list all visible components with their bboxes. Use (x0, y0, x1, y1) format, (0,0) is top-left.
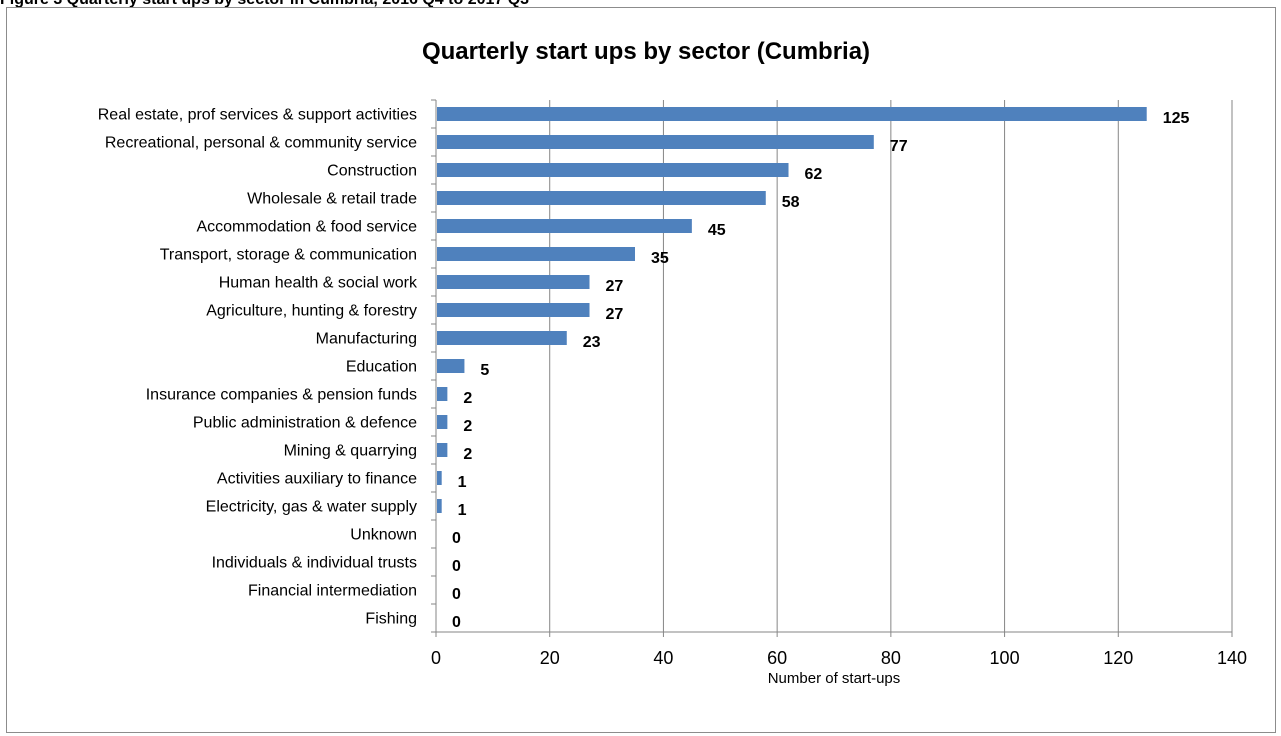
value-label: 1 (458, 502, 467, 519)
value-label: 27 (606, 278, 624, 295)
category-label: Transport, storage & communication (160, 247, 417, 264)
chart-title: Quarterly start ups by sector (Cumbria) (422, 38, 870, 65)
category-label: Activities auxiliary to finance (217, 471, 417, 488)
grid-lines (549, 100, 1233, 632)
bar (437, 191, 766, 205)
x-tick-label: 80 (881, 648, 901, 668)
bar (437, 415, 448, 429)
value-label: 45 (708, 222, 726, 239)
axes (431, 99, 1233, 637)
chart-frame: Quarterly start ups by sector (Cumbria) … (6, 7, 1276, 733)
figure-header: Figure 3 Quarterly start ups by sector i… (0, 0, 1281, 11)
value-label: 1 (458, 474, 467, 491)
value-label: 5 (480, 362, 489, 379)
category-label: Wholesale & retail trade (247, 191, 417, 208)
bar (437, 303, 590, 317)
value-label: 0 (452, 586, 461, 603)
x-tick-label: 60 (767, 648, 787, 668)
bar (437, 135, 874, 149)
x-tick-label: 0 (431, 648, 441, 668)
bar (437, 443, 448, 457)
bar (437, 499, 442, 513)
category-label: Manufacturing (316, 331, 417, 348)
category-label: Recreational, personal & community servi… (105, 135, 417, 152)
bar (437, 471, 442, 485)
value-label: 2 (463, 418, 472, 435)
category-label: Mining & quarrying (284, 443, 417, 460)
value-label: 77 (890, 138, 908, 155)
category-label: Human health & social work (219, 275, 418, 292)
category-label: Insurance companies & pension funds (146, 387, 417, 404)
bar (437, 247, 635, 261)
x-tick-label: 140 (1217, 648, 1247, 668)
bar (437, 359, 465, 373)
category-label: Fishing (365, 611, 417, 628)
bar-chart: Quarterly start ups by sector (Cumbria) … (98, 38, 1247, 687)
value-label: 125 (1163, 110, 1190, 127)
category-label: Unknown (350, 527, 417, 544)
value-label: 2 (463, 390, 472, 407)
x-tick-label: 20 (540, 648, 560, 668)
value-label: 0 (452, 530, 461, 547)
bar (437, 387, 448, 401)
x-tick-label: 100 (990, 648, 1020, 668)
category-label: Real estate, prof services & support act… (98, 107, 417, 124)
category-label: Financial intermediation (248, 583, 417, 600)
value-label: 23 (583, 334, 601, 351)
value-label: 0 (452, 558, 461, 575)
x-tick-label: 40 (653, 648, 673, 668)
value-label: 58 (782, 194, 800, 211)
bar (437, 331, 567, 345)
category-label: Construction (327, 163, 417, 180)
value-label: 35 (651, 250, 669, 267)
x-axis-title: Number of start-ups (768, 670, 901, 687)
bars (437, 107, 1147, 513)
category-label: Public administration & defence (193, 415, 417, 432)
value-label: 27 (606, 306, 624, 323)
value-label: 2 (463, 446, 472, 463)
category-label: Agriculture, hunting & forestry (206, 303, 417, 320)
bar (437, 163, 789, 177)
category-label: Electricity, gas & water supply (206, 499, 417, 516)
bar (437, 275, 590, 289)
value-label: 62 (805, 166, 823, 183)
category-label: Education (346, 359, 417, 376)
category-label: Accommodation & food service (196, 219, 417, 236)
bar (437, 219, 692, 233)
bar (437, 107, 1147, 121)
category-label: Individuals & individual trusts (212, 555, 417, 572)
value-label: 0 (452, 614, 461, 631)
x-tick-label: 120 (1103, 648, 1133, 668)
